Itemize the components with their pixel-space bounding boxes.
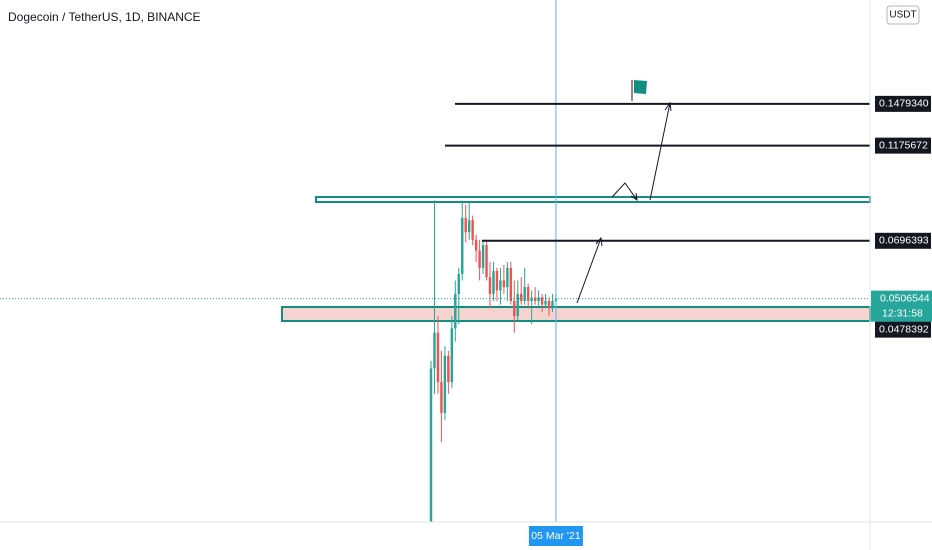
arrow [576,236,603,304]
projection-arrows [576,101,672,304]
currency-button[interactable] [886,5,920,25]
level-label-box [875,321,931,338]
arrow [649,101,672,201]
level-label: 0.1175672 [879,139,928,151]
candle-body [488,277,492,294]
candle-body [485,245,488,278]
candle-body [447,355,450,383]
candle-body [506,267,509,288]
candle-body [516,293,519,317]
level-label: 0.0696393 [879,235,929,247]
countdown: 12:31:58 [882,307,923,319]
candle-body [540,297,544,305]
candle-body [530,297,533,302]
candle-body [495,270,499,291]
candle-body [481,245,485,268]
level-label-box [875,95,931,112]
candle-body [464,217,467,233]
candle-body [450,328,454,383]
candle-body [513,301,516,317]
candle-body [478,250,481,268]
candle-body [502,280,506,288]
flag [631,80,647,101]
crosshair-date: 05 Mar '21 [531,530,580,542]
candle-body [461,217,464,275]
candle-body [457,274,460,294]
candle-body [443,355,447,413]
candle-body [533,297,537,302]
candle-body [471,220,474,240]
candle-body [429,368,433,522]
candle-body [467,220,471,233]
chart-title: Dogecoin / TetherUS, 1D, BINANCE [8,10,201,24]
plot [0,0,870,522]
candle-body [454,293,457,329]
current-price-label: 0.0506544 [880,292,930,304]
candle-body [492,270,495,294]
candle-body [440,382,443,413]
candle-body [433,332,436,369]
currency[interactable]: USDT [889,10,916,21]
candle-body [544,301,547,305]
candle-body [551,301,554,309]
level-label-box [875,137,931,154]
candle-body [474,239,478,251]
arrow [611,182,638,202]
candle-body [520,293,523,302]
resistance-zone [315,196,871,203]
level-label: 0.1479340 [879,98,929,110]
crosshair-date-box [528,526,583,546]
level-label-box [875,232,931,249]
candle-body [436,332,440,383]
candle-body [523,287,526,302]
axes: 05 Mar '21 0.0506544 12:31:58 0.1479340 0.11… [528,95,932,546]
candle-body [499,280,502,291]
candle-body [509,267,513,302]
candle-body [526,287,530,302]
level-label: 0.0478392 [879,323,929,335]
candle-body [547,301,551,309]
current-price-box [871,290,932,322]
support-zone [281,306,871,322]
candle-body [537,297,540,302]
